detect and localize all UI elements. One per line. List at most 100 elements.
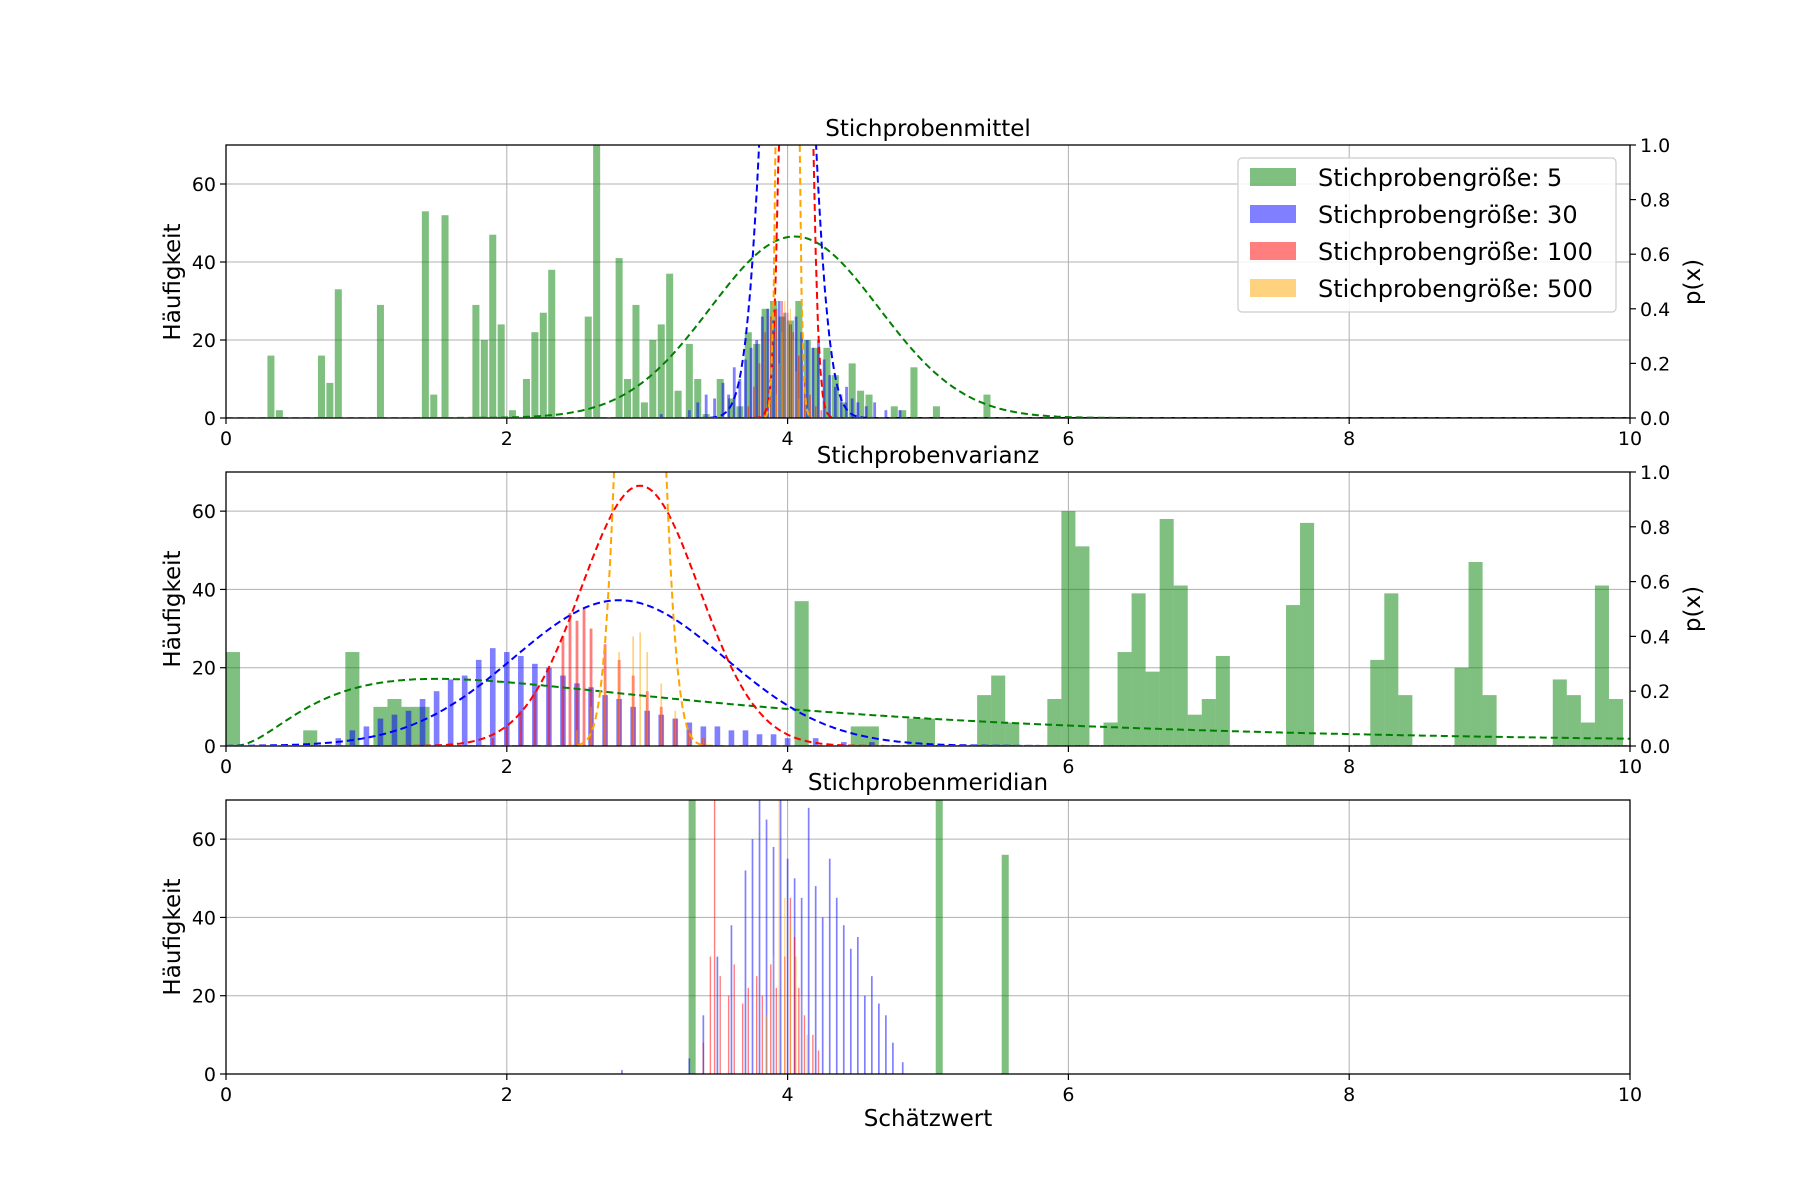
bar-series-0	[1215, 655, 1230, 746]
legend-swatch-30	[1250, 205, 1296, 223]
bar-series-1	[772, 320, 775, 418]
panel-title: Stichprobenvarianz	[817, 443, 1039, 469]
bar-series-0	[649, 340, 657, 418]
bar-series-2	[803, 379, 806, 418]
y-tick-labels: 0 20 40 60	[192, 501, 226, 758]
bar-series-1	[405, 710, 412, 746]
bar-series-0	[1398, 695, 1413, 746]
bar-series-1	[833, 386, 837, 418]
bar-series-0	[275, 410, 283, 418]
y2-tick-label: 0.2	[1640, 353, 1670, 375]
x-tick-label: 10	[1618, 1084, 1642, 1106]
x-tick-label: 8	[1343, 1084, 1355, 1106]
x-axis-label: Schätzwert	[864, 1106, 992, 1132]
bar-series-3	[778, 363, 780, 418]
bar-series-1	[800, 897, 803, 1074]
bar-series-2	[758, 363, 761, 418]
y2-tick-label: 0.4	[1640, 626, 1670, 648]
bar-series-1	[419, 699, 426, 746]
bar-series-1	[756, 734, 763, 746]
bar-series-1	[840, 742, 847, 746]
bar-series-1	[489, 648, 496, 746]
bar-series-3	[632, 636, 635, 746]
bar-series-2	[809, 394, 811, 418]
bar-series-3	[604, 675, 606, 746]
bar-series-0	[1594, 585, 1609, 746]
bar-series-0	[1103, 722, 1118, 746]
bar-series-1	[839, 394, 843, 418]
bar-series-0	[508, 410, 516, 418]
bar-series-0	[548, 269, 556, 418]
bar-series-2	[727, 995, 730, 1074]
density-curve-0	[226, 677, 1630, 746]
bar-series-0	[1159, 518, 1174, 746]
bar-series-0	[640, 402, 648, 418]
panel-title: Stichprobenmittel	[825, 116, 1031, 142]
bar-series-1	[901, 1062, 904, 1074]
bar-series-0	[522, 379, 530, 418]
bar-series-1	[377, 718, 384, 746]
y2-tick-label: 1.0	[1640, 462, 1670, 484]
axes-border	[225, 799, 1631, 1075]
bar-series-1	[688, 1058, 691, 1074]
x-tick-label: 4	[782, 1084, 794, 1106]
y2-tick-labels: 0.0 0.2 0.4 0.6 0.8 1.0	[1630, 462, 1670, 758]
bar-series-1	[716, 956, 719, 1074]
bar-series-2	[798, 987, 800, 1074]
bar-series-0	[1075, 546, 1090, 746]
histogram-bars	[226, 511, 1623, 746]
bar-series-0	[935, 800, 943, 1074]
bar-series-0	[615, 258, 623, 418]
x-tick-label: 6	[1062, 1084, 1074, 1106]
bar-series-0	[906, 718, 921, 746]
bar-series-2	[702, 1042, 705, 1074]
bar-series-1	[817, 340, 820, 418]
bar-series-3	[590, 706, 592, 746]
bar-series-0	[674, 390, 682, 418]
panel-stichprobenmeridian: 0 2 4 6 8 10 0 20 40 60 Stichprobenmeridian Häuf…	[160, 770, 1642, 1106]
density-curves	[226, 472, 1630, 746]
x-tick-label: 6	[1062, 428, 1074, 450]
bar-series-1	[738, 379, 742, 418]
bar-series-3	[798, 398, 800, 418]
axes-border	[225, 144, 1631, 419]
y2-tick-labels: 0.0 0.2 0.4 0.6 0.8 1.0	[1630, 135, 1670, 430]
bar-series-2	[812, 1034, 814, 1074]
y2-tick-label: 0.8	[1640, 190, 1670, 212]
density-curve-2	[226, 484, 1630, 746]
bar-series-3	[639, 632, 642, 746]
bar-series-2	[793, 937, 796, 1074]
y-tick-label: 20	[192, 986, 216, 1008]
y2-axis-label: p(x)	[1680, 259, 1706, 305]
bar-series-3	[789, 308, 791, 418]
bar-series-0	[864, 726, 879, 746]
y2-tick-label: 0.2	[1640, 681, 1670, 703]
bar-series-0	[727, 398, 735, 418]
bar-series-1	[864, 406, 868, 418]
bar-series-0	[376, 304, 384, 418]
bar-series-2	[709, 956, 712, 1074]
bar-series-3	[772, 956, 775, 1074]
bar-series-0	[688, 800, 696, 1074]
bar-series-2	[803, 1015, 806, 1074]
bar-series-1	[461, 675, 468, 746]
bar-series-0	[1608, 699, 1623, 746]
bar-series-1	[755, 340, 759, 418]
bar-series-0	[899, 410, 907, 418]
panel-title: Stichprobenmeridian	[808, 770, 1048, 796]
bar-series-0	[624, 379, 632, 418]
bar-series-0	[1286, 605, 1301, 746]
x-tick-label: 4	[782, 428, 794, 450]
x-tick-label: 2	[501, 1084, 513, 1106]
bar-series-3	[702, 738, 705, 746]
bar-series-1	[447, 679, 454, 746]
bar-series-0	[472, 304, 480, 418]
bar-series-0	[685, 343, 693, 418]
bar-series-1	[870, 976, 873, 1074]
bar-series-1	[814, 886, 817, 1074]
grid	[225, 800, 1631, 1075]
bar-series-1	[742, 730, 749, 746]
bar-series-1	[714, 726, 721, 746]
x-tick-labels: 0 2 4 6 8 10	[220, 418, 1642, 450]
bar-series-0	[441, 215, 449, 418]
